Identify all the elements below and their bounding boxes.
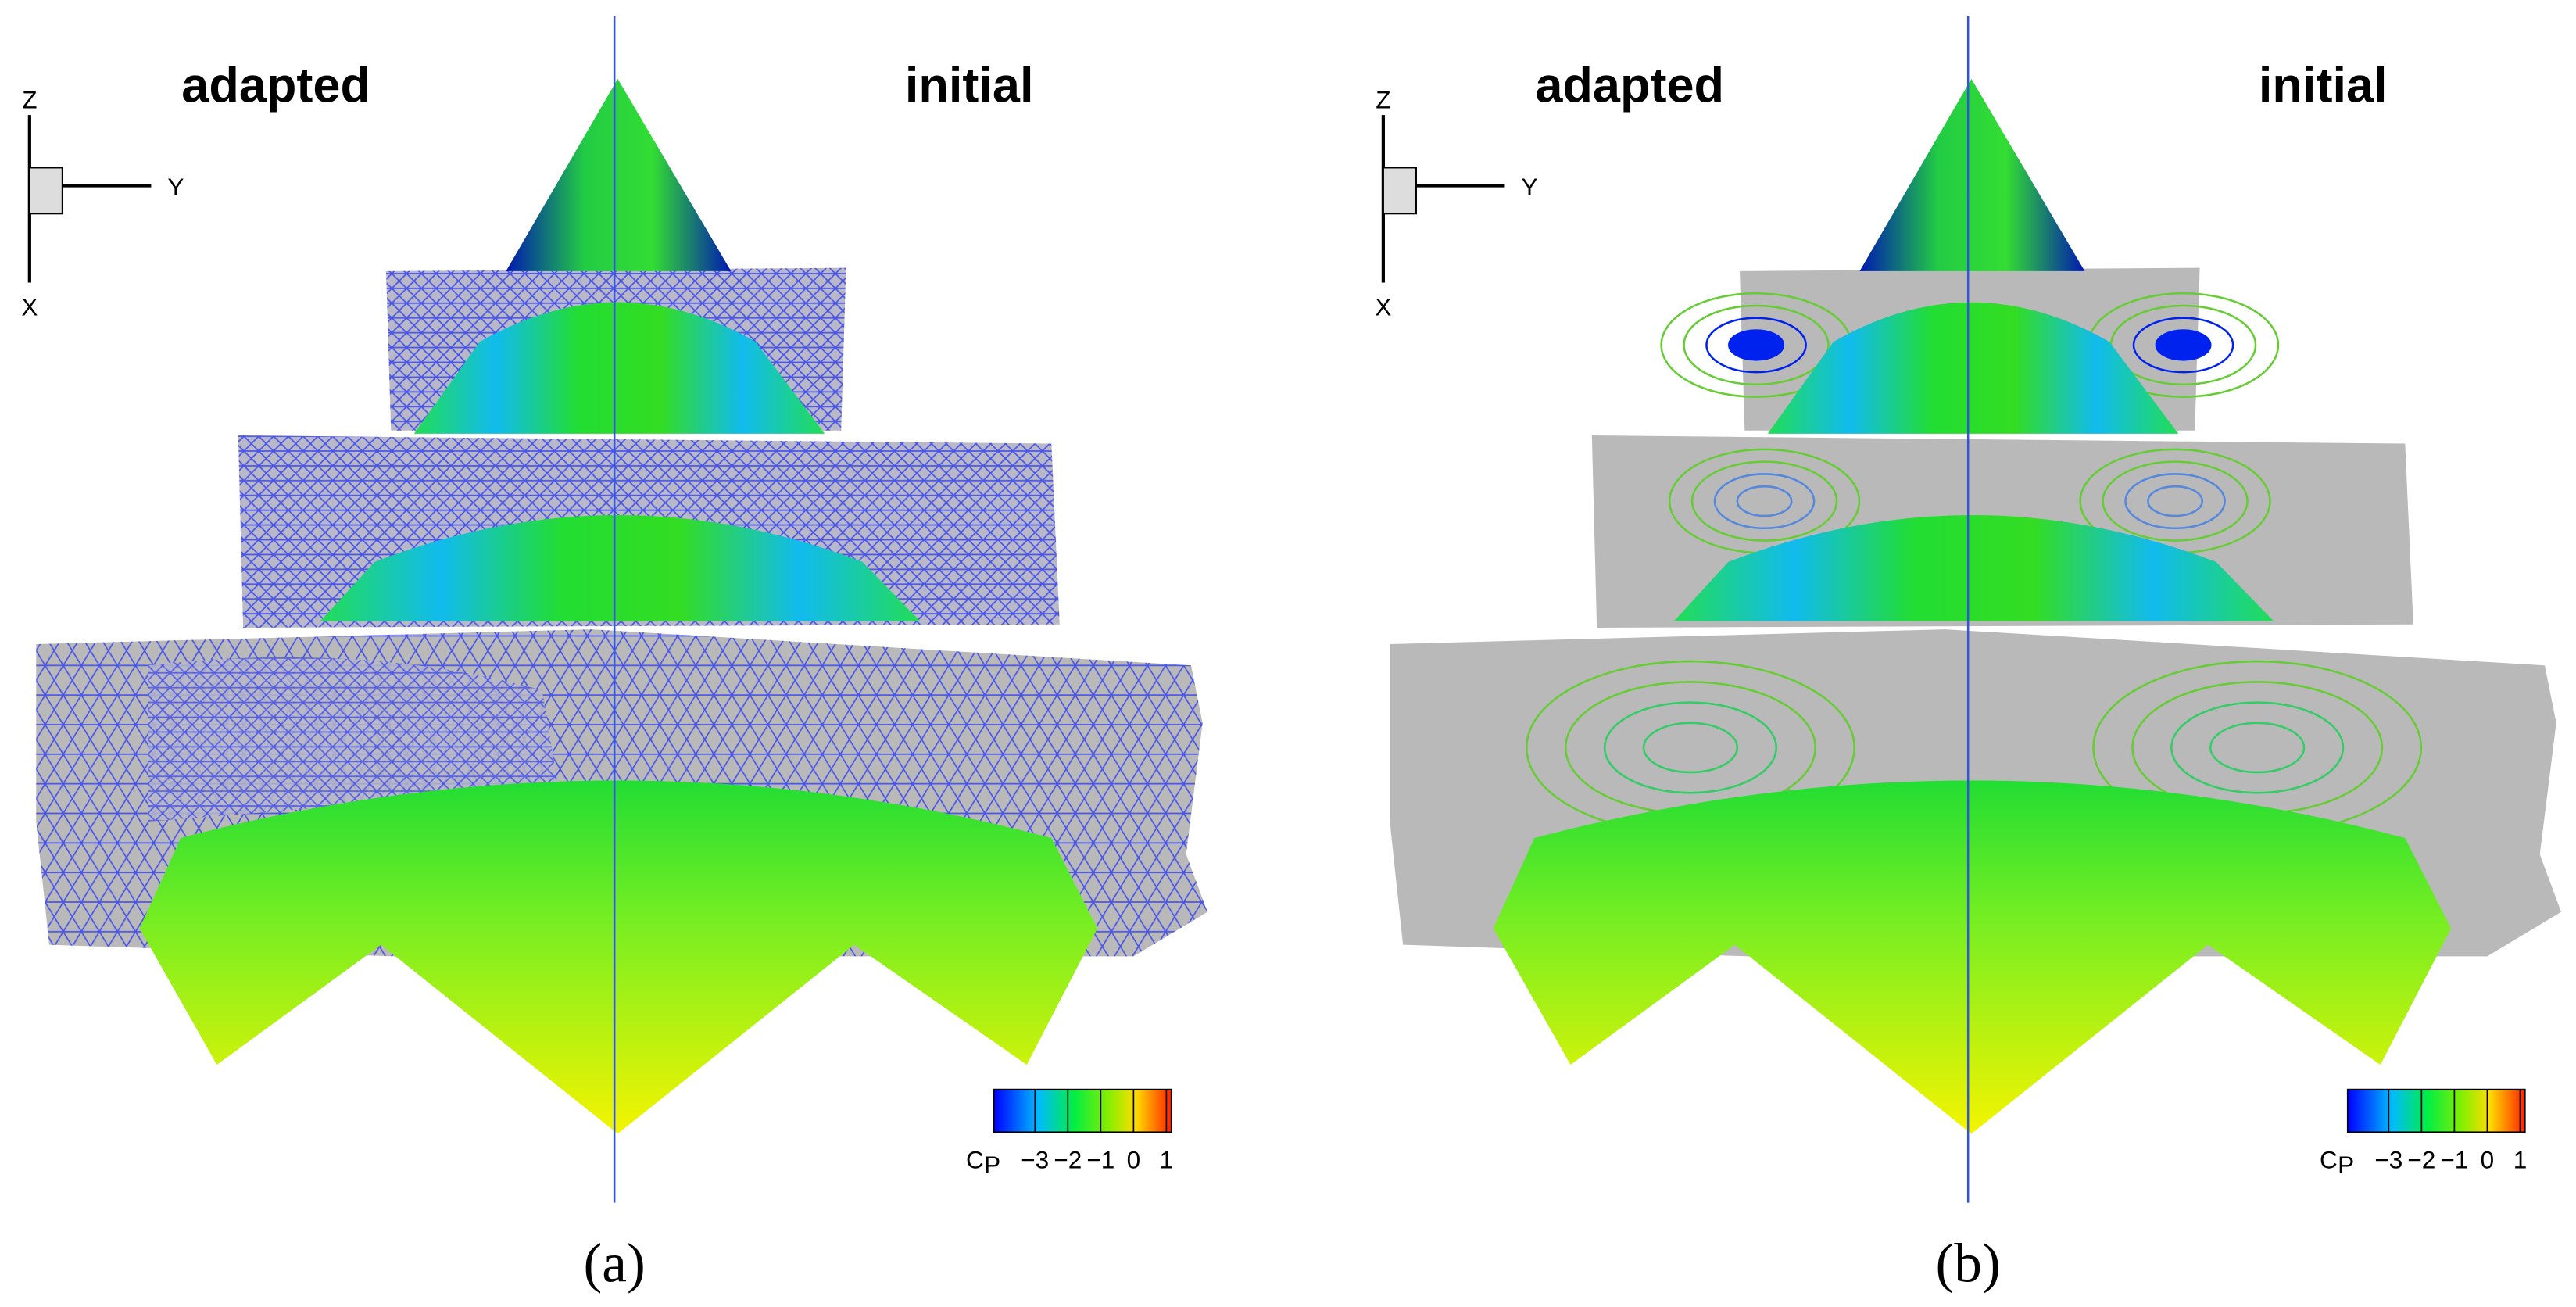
colorbar-tick-label: 0	[1127, 1146, 1141, 1174]
colorbar-label-subscript: P	[984, 1151, 1000, 1179]
panel-label: (b)	[1936, 1233, 2001, 1294]
colorbar-tick-label: −3	[1021, 1146, 1049, 1174]
top-band	[1767, 302, 2179, 434]
axis-z-label: Z	[22, 86, 37, 114]
middle-band	[320, 514, 921, 621]
panel: adapted initial Z Y X −3 −2 −1 0 1 C P (a)	[21, 16, 1208, 1294]
axis-x-label: X	[21, 293, 38, 321]
axis-box	[1382, 167, 1417, 215]
axis-box	[28, 167, 63, 215]
contour	[1736, 485, 1793, 517]
contour	[1683, 304, 1830, 386]
colorbar	[2346, 1088, 2526, 1133]
contour	[1713, 473, 1816, 530]
wing	[139, 780, 1098, 1134]
contour	[2102, 460, 2249, 542]
wing	[1493, 780, 2452, 1134]
colorbar-tick-label: 1	[2513, 1146, 2528, 1174]
colorbar-tick-label: −2	[2407, 1146, 2435, 1174]
left-title: adapted	[181, 58, 370, 113]
contour	[1728, 329, 1784, 361]
contour	[2170, 701, 2345, 794]
contour	[1705, 317, 1807, 374]
colorbar-tick-label: −1	[2440, 1146, 2468, 1174]
contour	[2124, 473, 2226, 530]
colorbar-tick-label: 1	[1160, 1146, 1174, 1174]
cone	[1859, 78, 2085, 271]
right-title: initial	[2259, 58, 2388, 113]
contour	[1603, 701, 1778, 794]
colorbar-tick-label: 0	[2481, 1146, 2495, 1174]
cone	[506, 78, 732, 271]
colorbar-tick-label: −2	[1054, 1146, 1082, 1174]
axis-y-label: Y	[1521, 173, 1537, 201]
contour	[2132, 317, 2234, 374]
contour	[1690, 460, 1838, 542]
left-title: adapted	[1535, 58, 1724, 113]
panel-label: (a)	[583, 1233, 645, 1294]
colorbar	[993, 1088, 1172, 1133]
colorbar-tick-label: −1	[1086, 1146, 1114, 1174]
colorbar-label-subscript: P	[2338, 1151, 2354, 1179]
axis-x-label: X	[1375, 293, 1391, 321]
middle-band	[1673, 514, 2274, 621]
colorbar-label: C	[2320, 1146, 2338, 1174]
axis-z-label: Z	[1376, 86, 1390, 114]
contour	[2147, 485, 2203, 517]
right-title: initial	[905, 58, 1034, 113]
contour	[2209, 722, 2306, 774]
top-band	[413, 302, 825, 434]
colorbar-label: C	[966, 1146, 984, 1174]
contour	[1642, 722, 1739, 774]
axis-y-label: Y	[167, 173, 184, 201]
panel: adapted initial Z Y X −3 −2 −1 0 1 C P (b)	[1375, 16, 2562, 1294]
dense-mesh	[148, 657, 559, 822]
colorbar-tick-label: −3	[2374, 1146, 2402, 1174]
contour	[2155, 329, 2212, 361]
